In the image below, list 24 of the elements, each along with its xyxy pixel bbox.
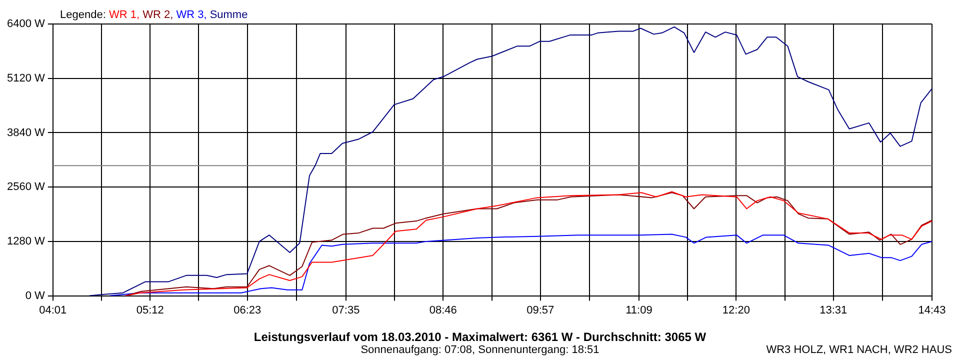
x-tick-label: 13:31 — [820, 304, 848, 316]
x-tick-label: 04:01 — [39, 304, 67, 316]
x-tick-label: 12:20 — [722, 304, 750, 316]
legend-title: Legende: — [60, 9, 106, 21]
x-tick-label: 05:12 — [136, 304, 164, 316]
text: WR 1, — [108, 9, 140, 21]
text: Leistungsverlauf vom 18.03.2010 - Maximalwert: 6361 W - Durchschnitt: 3065 W — [252, 330, 708, 344]
y-tick-label: 0 W — [25, 290, 46, 302]
text: Sonnenaufgang: 07:08, Sonnenuntergang: 18:51 — [360, 344, 600, 356]
text: WR3 HOLZ, WR1 NACH, WR2 HAUS — [766, 344, 952, 356]
y-tick-label: 1280 W — [6, 235, 46, 248]
y-tick-label: 6400 W — [6, 18, 46, 30]
y-tick-label: 2560 W — [6, 181, 46, 194]
text: Summe — [210, 9, 248, 21]
y-tick-label: 3840 W — [6, 126, 46, 139]
text: WR 2, — [142, 9, 174, 21]
x-tick-label: 07:35 — [332, 304, 360, 316]
x-tick-label: 14:43 — [918, 304, 946, 316]
x-tick-label: 08:46 — [429, 304, 457, 316]
x-tick-label: 11:09 — [626, 304, 652, 316]
y-tick-label: 5120 W — [6, 72, 46, 84]
x-tick-label: 06:23 — [234, 304, 262, 316]
x-tick-label: 09:57 — [526, 304, 554, 316]
text: WR 3, — [176, 9, 207, 21]
